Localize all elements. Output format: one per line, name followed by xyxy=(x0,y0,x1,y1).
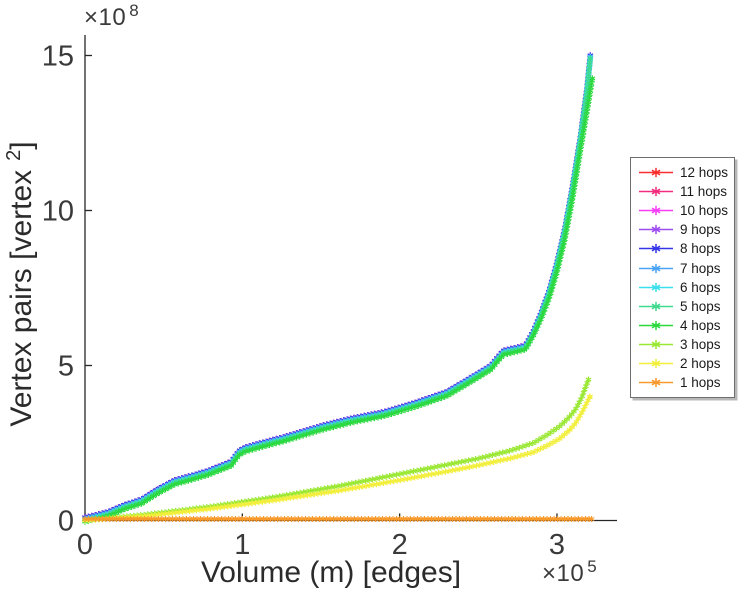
y-axis-exponent: ×10 8 xyxy=(84,1,140,32)
legend-item-5-hops: 5 hops xyxy=(631,297,734,316)
legend-marker-icon xyxy=(639,263,673,273)
legend-label: 5 hops xyxy=(680,298,721,314)
x-tick-label: 3 xyxy=(549,529,565,561)
series-markers xyxy=(82,393,593,524)
series-markers xyxy=(82,376,592,524)
y-exponent-base: ×10 xyxy=(84,4,127,31)
x-axis-label: Volume (m) [edges] xyxy=(200,556,462,589)
legend-label: 9 hops xyxy=(680,222,721,238)
x-tick-label: 2 xyxy=(392,529,408,561)
legend-item-11-hops: 11 hops xyxy=(631,182,734,201)
y-tick-label: 0 xyxy=(58,506,74,538)
legend-marker-icon xyxy=(639,167,673,178)
legend-marker-icon xyxy=(639,358,673,369)
legend-marker-icon xyxy=(639,282,673,292)
legend-item-6-hops: 6 hops xyxy=(631,278,734,297)
legend-item-3-hops: 3 hops xyxy=(631,335,734,354)
legend-label: 10 hops xyxy=(680,203,729,219)
y-label-text: Vertex pairs [vertex xyxy=(5,169,38,427)
x-axis-exponent: ×10 5 xyxy=(542,557,598,588)
legend-label: 4 hops xyxy=(680,317,721,333)
x-exponent-power: 5 xyxy=(587,557,598,576)
series-markers xyxy=(82,54,594,523)
legend[interactable]: 12 hops 11 hops 10 hops 9 hops 8 hops 7 hops 6… xyxy=(630,157,735,398)
y-tick-label: 5 xyxy=(58,351,74,383)
x-exponent-base: ×10 xyxy=(542,560,585,587)
legend-marker-icon xyxy=(639,377,673,388)
legend-label: 2 hops xyxy=(680,355,721,371)
legend-item-4-hops: 4 hops xyxy=(631,316,734,335)
series-5-hops xyxy=(82,55,594,524)
legend-label: 8 hops xyxy=(680,241,721,257)
legend-marker-icon xyxy=(639,244,673,254)
legend-label: 3 hops xyxy=(680,336,721,352)
y-label-bracket: ] xyxy=(5,141,38,150)
legend-marker-icon xyxy=(639,301,673,311)
x-tick-label: 0 xyxy=(77,529,93,561)
legend-marker-icon xyxy=(639,320,673,330)
x-tick-label: 1 xyxy=(234,529,250,561)
legend-item-7-hops: 7 hops xyxy=(631,258,734,277)
y-exponent-power: 8 xyxy=(129,1,140,20)
series-2-hops xyxy=(82,393,593,524)
legend-label: 11 hops xyxy=(680,184,728,200)
legend-label: 1 hops xyxy=(680,375,721,391)
legend-marker-icon xyxy=(639,225,673,235)
series-markers xyxy=(82,516,595,522)
legend-label: 7 hops xyxy=(680,260,721,276)
series-1-hops xyxy=(82,516,595,522)
legend-item-9-hops: 9 hops xyxy=(631,220,734,239)
legend-item-1-hops: 1 hops xyxy=(631,373,734,392)
legend-item-8-hops: 8 hops xyxy=(631,239,734,258)
series-3-hops xyxy=(82,376,592,524)
series-6-hops xyxy=(82,54,594,523)
y-tick-label: 15 xyxy=(42,41,74,73)
legend-marker-icon xyxy=(639,206,673,216)
legend-item-12-hops: 12 hops xyxy=(631,163,734,182)
legend-marker-icon xyxy=(639,187,673,197)
y-tick-label: 10 xyxy=(42,196,74,228)
y-label-superscript: 2 xyxy=(3,149,25,161)
legend-item-10-hops: 10 hops xyxy=(631,201,734,220)
series-markers xyxy=(82,55,594,524)
y-axis-label: Vertex pairs [vertex 2] xyxy=(3,141,39,427)
legend-marker-icon xyxy=(639,339,673,349)
legend-label: 12 hops xyxy=(680,165,729,181)
legend-label: 6 hops xyxy=(680,279,721,295)
legend-item-2-hops: 2 hops xyxy=(631,354,734,373)
